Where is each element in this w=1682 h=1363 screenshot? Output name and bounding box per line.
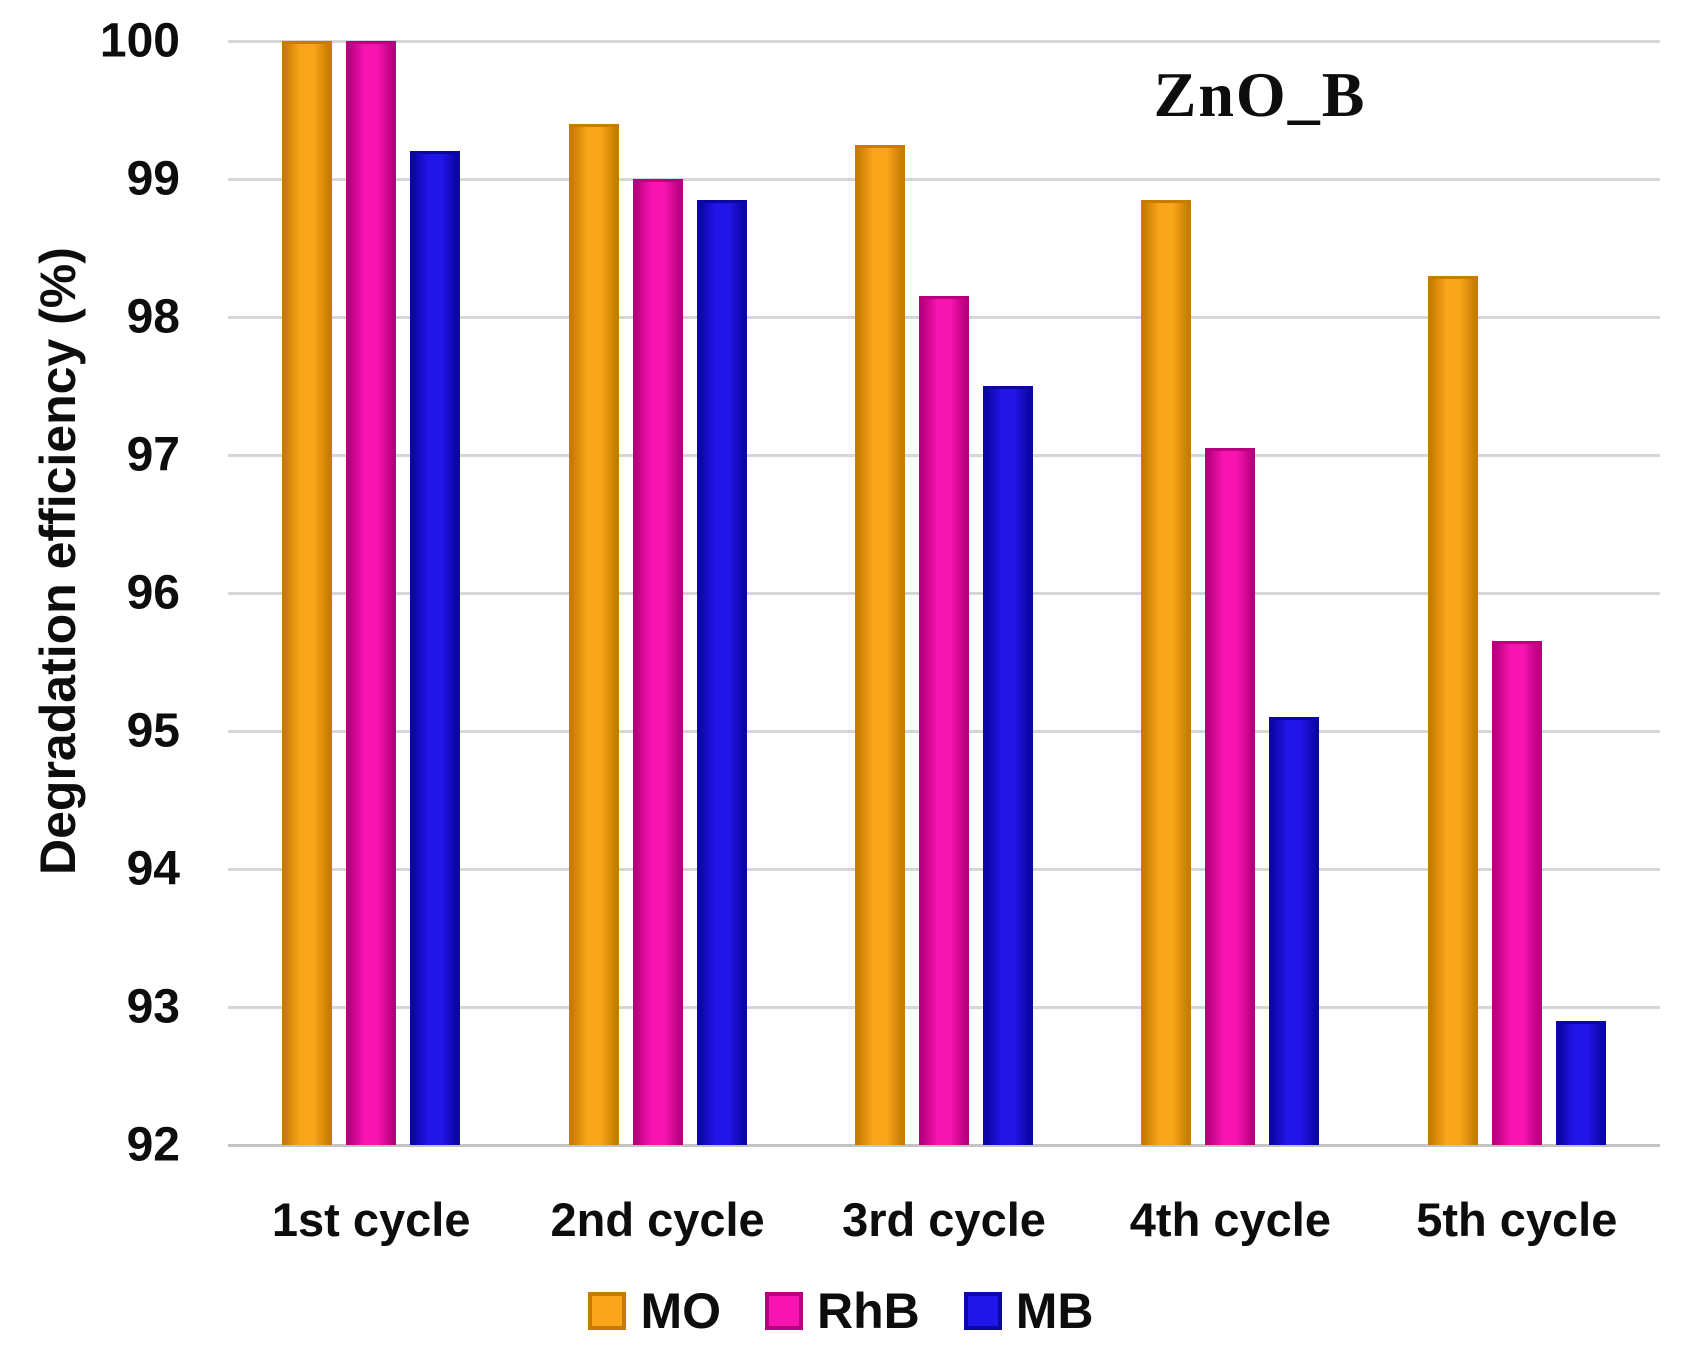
y-tick-label-99: 99 [126,152,180,206]
y-tick-label-100: 100 [99,14,180,68]
y-tick-label-92: 92 [126,1118,180,1172]
bar-mb-3rd-cycle [983,386,1033,1145]
y-tick-label-97: 97 [126,428,180,482]
y-tick-label-94: 94 [126,842,180,896]
bar-mo-3rd-cycle [855,144,905,1145]
legend-item-mo: MO [588,1282,721,1340]
legend-label-rhb: RhB [817,1283,920,1339]
bar-mo-2nd-cycle [568,123,619,1145]
chart-title: ZnO_B [1153,59,1367,130]
legend-swatch-icon-mb [963,1292,1002,1330]
bar-mb-1st-cycle [410,151,461,1145]
bar-mo-1st-cycle [282,41,333,1145]
legend-item-rhb: RhB [765,1282,920,1340]
x-tick-label-3rd-cycle: 3rd cycle [842,1193,1046,1246]
x-tick-label-5th-cycle: 5th cycle [1416,1193,1618,1246]
legend-label-mb: MB [1015,1283,1094,1339]
legend-label-mo: MO [640,1283,721,1339]
legend-item-mb: MB [963,1282,1094,1340]
legend: MO RhB MB [0,1282,1682,1340]
y-tick-label-95: 95 [126,704,180,758]
legend-swatch-icon-rhb [765,1292,803,1330]
bar-mb-5th-cycle [1555,1020,1606,1145]
x-tick-label-1st-cycle: 1st cycle [271,1193,471,1246]
x-tick-label-4th-cycle: 4th cycle [1129,1193,1331,1246]
gridline-92 [228,1143,1660,1147]
bar-mb-2nd-cycle [696,199,747,1145]
bar-rhb-5th-cycle [1491,641,1542,1145]
bar-mo-4th-cycle [1141,199,1192,1145]
y-tick-label-98: 98 [126,290,180,344]
y-tick-label-96: 96 [126,566,180,620]
bar-rhb-3rd-cycle [919,296,969,1145]
gridline-99 [228,177,1660,181]
bar-rhb-1st-cycle [346,41,397,1145]
bar-mo-5th-cycle [1427,275,1478,1145]
gridline-100 [228,39,1660,43]
bar-mb-4th-cycle [1269,717,1320,1145]
legend-swatch-icon-mo [588,1292,627,1330]
bar-rhb-4th-cycle [1205,448,1256,1145]
bar-rhb-2nd-cycle [632,179,683,1145]
y-tick-label-93: 93 [126,980,180,1034]
x-tick-label-2nd-cycle: 2nd cycle [550,1193,765,1246]
